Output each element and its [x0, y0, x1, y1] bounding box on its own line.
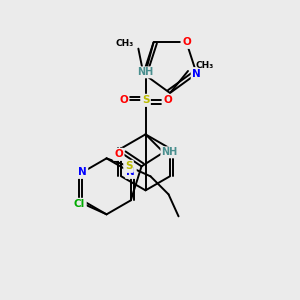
Text: O: O — [182, 37, 191, 47]
Text: N: N — [192, 69, 201, 79]
Text: CH₃: CH₃ — [115, 39, 134, 48]
Text: S: S — [142, 95, 149, 105]
Text: S: S — [125, 161, 132, 171]
Text: Cl: Cl — [74, 199, 85, 209]
Text: N: N — [78, 167, 87, 177]
Text: O: O — [119, 95, 128, 105]
Text: N: N — [126, 167, 135, 177]
Text: NH: NH — [161, 147, 178, 157]
Text: NH: NH — [137, 67, 154, 77]
Text: O: O — [114, 149, 123, 159]
Text: O: O — [163, 95, 172, 105]
Text: CH₃: CH₃ — [196, 61, 214, 70]
